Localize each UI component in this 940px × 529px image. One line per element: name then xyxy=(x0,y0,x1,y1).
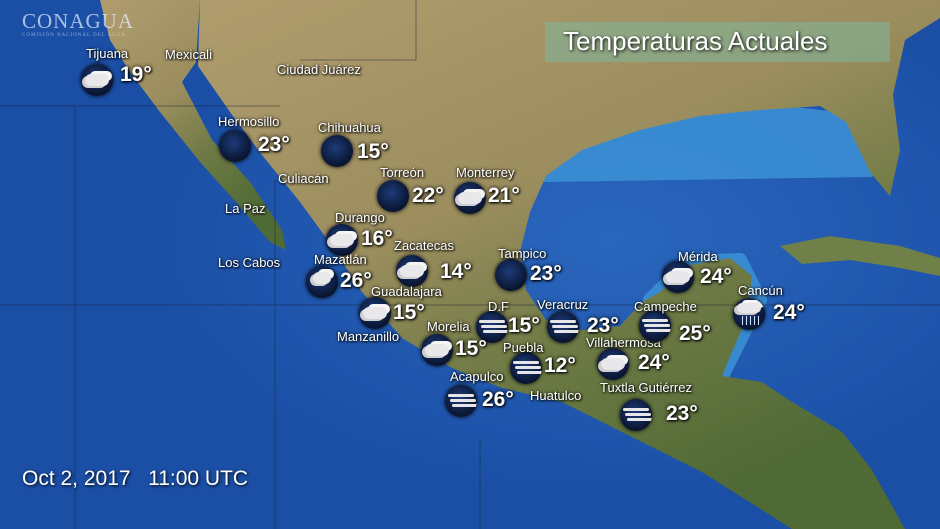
city-temperature: 15° xyxy=(357,140,389,163)
cloudy-night-icon xyxy=(359,297,391,329)
city-name: Tuxtla Gutiérrez xyxy=(600,380,692,395)
city-temperature: 24° xyxy=(773,301,805,324)
place-label: Mexicali xyxy=(165,47,212,62)
city-name: Monterrey xyxy=(456,165,515,180)
clear-night-icon xyxy=(377,180,409,212)
baja-california xyxy=(100,0,286,250)
rain-icon xyxy=(733,298,765,330)
fog-icon xyxy=(547,311,579,343)
city-name: Chihuahua xyxy=(318,120,381,135)
city-temperature: 23° xyxy=(530,262,562,285)
clear-night-icon xyxy=(495,259,527,291)
place-label: Ciudad Juárez xyxy=(277,62,361,77)
conagua-logo: CONAGUA xyxy=(22,9,134,33)
mainland-north-america xyxy=(198,0,940,529)
city-temperature: 21° xyxy=(488,184,520,207)
city-name: D.F xyxy=(488,299,509,314)
city-name: Campeche xyxy=(634,299,697,314)
fog-icon xyxy=(476,311,508,343)
city-name: Guadalajara xyxy=(371,284,442,299)
city-temperature: 15° xyxy=(393,301,425,324)
city-name: Cancún xyxy=(738,283,783,298)
city-temperature: 23° xyxy=(258,133,290,156)
city-temperature: 15° xyxy=(508,314,540,337)
place-label: Manzanillo xyxy=(337,329,400,344)
city-temperature: 14° xyxy=(440,260,472,283)
city-name: Tampico xyxy=(498,246,547,261)
city-temperature: 26° xyxy=(340,269,372,292)
city-temperature: 26° xyxy=(482,388,514,411)
title-banner xyxy=(545,22,890,62)
fog-icon xyxy=(620,399,652,431)
place-label: La Paz xyxy=(225,201,266,216)
cloudy-night-icon xyxy=(326,224,358,256)
city-temperature: 24° xyxy=(700,265,732,288)
conagua-logo-subtitle: COMISIÓN NACIONAL DEL AGUA xyxy=(22,33,127,38)
city-name: Puebla xyxy=(503,340,544,355)
cloudy-night-icon xyxy=(421,334,453,366)
city-temperature: 25° xyxy=(679,322,711,345)
city-name: Tijuana xyxy=(86,46,129,61)
place-label: Los Cabos xyxy=(218,255,281,270)
city-name: Mazatlán xyxy=(314,252,367,267)
city-name: Veracruz xyxy=(537,297,589,312)
fog-icon xyxy=(510,352,542,384)
city-name: Durango xyxy=(335,210,385,225)
city-name: Zacatecas xyxy=(394,238,454,253)
cloudy-night-icon xyxy=(396,255,428,287)
fog-icon xyxy=(445,385,477,417)
city-temperature: 22° xyxy=(412,184,444,207)
city-name: Villahermosa xyxy=(586,335,661,350)
city-temperature: 19° xyxy=(120,63,152,86)
cloudy-night-icon xyxy=(662,261,694,293)
clear-night-icon xyxy=(321,135,353,167)
place-label: Huatulco xyxy=(530,388,582,403)
city-temperature: 12° xyxy=(544,354,576,377)
cloudy-night-icon xyxy=(454,182,486,214)
city-name: Acapulco xyxy=(450,369,504,384)
cloudy-night-icon xyxy=(597,348,629,380)
city-name: Hermosillo xyxy=(218,114,280,129)
city-temperature: 24° xyxy=(638,351,670,374)
place-label: Culiacán xyxy=(278,171,329,186)
map-title: Temperaturas Actuales xyxy=(563,26,828,56)
city-temperature: 16° xyxy=(361,227,393,250)
partly-cloudy-night-icon xyxy=(306,266,338,298)
cloudy-night-icon xyxy=(81,64,113,96)
city-name: Morelia xyxy=(427,319,470,334)
city-name: Torreón xyxy=(380,165,425,180)
city-temperature: 15° xyxy=(455,337,487,360)
cuba xyxy=(780,236,940,276)
clear-night-icon xyxy=(219,130,251,162)
city-temperature: 23° xyxy=(587,314,619,337)
fog-icon xyxy=(639,310,671,342)
timestamp: Oct 2, 2017 11:00 UTC xyxy=(22,467,249,490)
city-temperature: 23° xyxy=(666,402,698,425)
city-name: Mérida xyxy=(678,249,718,264)
